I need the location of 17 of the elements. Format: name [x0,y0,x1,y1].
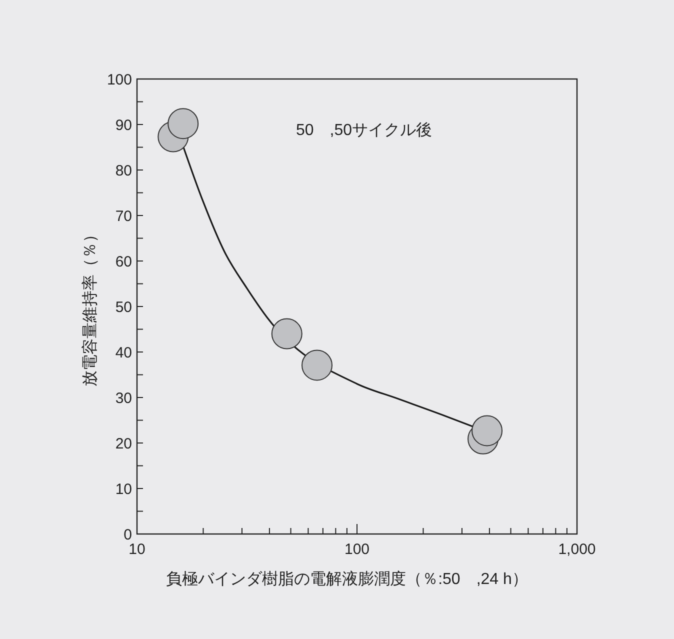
y-tick-label: 20 [115,435,132,452]
y-tick-label: 50 [115,298,132,316]
x-tick-label: 10 [128,541,146,558]
y-axis-title: 放電容量維持率（％） [81,226,99,386]
y-tick-label: 0 [124,526,132,544]
y-tick-label: 40 [115,344,132,362]
y-tick-label: 100 [106,71,132,88]
y-tick-label: 10 [115,480,132,498]
y-tick-label: 70 [115,208,132,225]
x-tick-label: 100 [344,541,370,558]
x-axis-title: 負極バインダ樹脂の電解液膨潤度（％:50 ,24 h） [166,570,528,588]
y-tick-label: 80 [115,162,132,180]
y-tick-label: 60 [115,253,132,270]
y-tick-label: 30 [115,390,132,407]
annotation: 50 ,50サイクル後 [296,121,432,139]
x-tick-label: 1,000 [558,541,596,558]
y-tick-label: 90 [115,116,132,134]
